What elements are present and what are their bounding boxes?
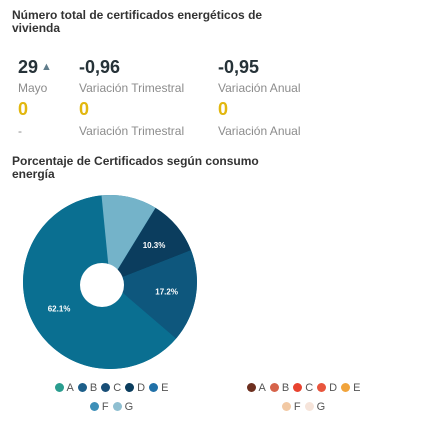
legend-dot-icon <box>281 402 291 411</box>
legend-dot-icon <box>149 383 159 392</box>
kpi-secondary-month-value: 0 <box>18 99 29 119</box>
legend-secondary-item-f[interactable]: F <box>281 398 301 417</box>
kpi-annual-value: -0,95 <box>218 57 260 77</box>
donut-label-f: 62.1% <box>48 305 71 314</box>
legend-primary-label: C <box>113 382 122 394</box>
legend-primary-label: D <box>137 382 146 394</box>
kpi-quarterly-label: Variación Trimestral <box>79 81 185 95</box>
kpi-annual-label: Variación Anual <box>218 81 301 95</box>
legend-primary-item-g[interactable]: G <box>112 398 134 417</box>
legend-dot-icon <box>293 383 303 392</box>
legend-dot-icon <box>246 383 256 392</box>
legend-primary-label: E <box>161 382 169 394</box>
legend-secondary-label: B <box>281 382 290 394</box>
legend-primary-label: F <box>101 401 109 413</box>
legend-secondary-label: E <box>353 382 361 394</box>
legend-primary-label: B <box>89 382 98 394</box>
arrow-up-icon: ▲ <box>41 61 52 73</box>
legend-primary-item-f[interactable]: F <box>89 398 109 417</box>
legend-secondary-label: D <box>329 382 338 394</box>
donut-label-d: 10.3% <box>143 241 166 250</box>
legend-primary-label: G <box>124 401 134 413</box>
legend-secondary-label: A <box>258 382 266 394</box>
kpi-quarterly-value: -0,96 <box>79 57 121 77</box>
legend-dot-icon <box>304 402 314 411</box>
donut-label-e: 17.2% <box>155 288 178 297</box>
chart-legend-primary: A B C D E F G <box>24 379 199 417</box>
legend-dot-icon <box>54 383 64 392</box>
legend-dot-icon <box>125 383 135 392</box>
legend-secondary-label: G <box>316 401 326 413</box>
legend-primary-label: A <box>66 382 74 394</box>
kpi-secondary-annual-label: Variación Anual <box>218 124 301 138</box>
legend-secondary-item-g[interactable]: G <box>304 398 326 417</box>
legend-dot-icon <box>269 383 279 392</box>
kpi-secondary-month-label: - <box>18 124 22 138</box>
kpi-secondary-quarterly-value: 0 <box>79 99 90 119</box>
kpi-month-value: 29 ▲ <box>18 57 52 77</box>
legend-primary-item-d[interactable]: D <box>125 379 145 398</box>
legend-primary-item-a[interactable]: A <box>54 379 74 398</box>
kpi-secondary-quarterly-label: Variación Trimestral <box>79 124 185 138</box>
donut-slice-e[interactable] <box>110 250 197 339</box>
legend-secondary-label: F <box>293 401 301 413</box>
kpi-secondary-annual-value: 0 <box>218 99 229 119</box>
donut-slice-d[interactable] <box>110 207 192 282</box>
consumption-donut-chart: 10.3% 17.2% 62.1% <box>22 195 197 369</box>
legend-dot-icon <box>341 383 351 392</box>
legend-dot-icon <box>77 383 87 392</box>
donut-center-hole <box>80 263 124 307</box>
consumption-chart-title: Porcentaje de Certificados según consumo… <box>12 154 259 181</box>
certificates-section-title: Número total de certificados energéticos… <box>12 8 263 35</box>
legend-secondary-label: C <box>305 382 314 394</box>
legend-secondary-item-a[interactable]: A <box>246 379 266 398</box>
legend-primary-item-c[interactable]: C <box>101 379 121 398</box>
legend-secondary-item-d[interactable]: D <box>317 379 337 398</box>
legend-dot-icon <box>101 383 111 392</box>
legend-dot-icon <box>317 383 327 392</box>
legend-dot-icon <box>89 402 99 411</box>
donut-slice-g[interactable] <box>101 195 156 282</box>
kpi-month-number: 29 <box>18 57 39 77</box>
legend-secondary-item-c[interactable]: C <box>293 379 313 398</box>
legend-secondary-item-b[interactable]: B <box>269 379 290 398</box>
legend-primary-item-b[interactable]: B <box>77 379 98 398</box>
legend-dot-icon <box>112 402 122 411</box>
chart-legend-secondary: A B C D E F G <box>216 379 391 417</box>
legend-secondary-item-e[interactable]: E <box>341 379 360 398</box>
legend-primary-item-e[interactable]: E <box>149 379 168 398</box>
kpi-month-label: Mayo <box>18 81 48 95</box>
